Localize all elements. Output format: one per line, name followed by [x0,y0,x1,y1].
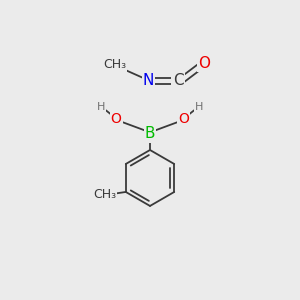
Text: H: H [194,102,203,112]
Text: O: O [111,112,122,126]
Text: CH₃: CH₃ [103,58,126,71]
Text: N: N [143,73,154,88]
Text: O: O [199,56,211,70]
Text: CH₃: CH₃ [93,188,116,201]
Text: B: B [145,126,155,141]
Text: H: H [97,102,106,112]
Text: C: C [173,73,183,88]
Text: O: O [178,112,189,126]
